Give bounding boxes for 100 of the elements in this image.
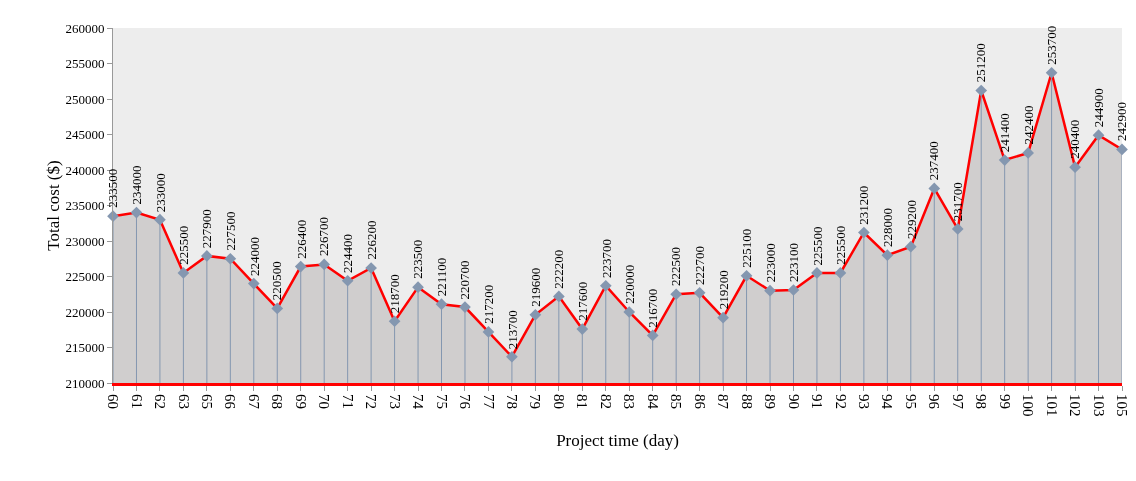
data-label: 221100 — [433, 257, 449, 297]
data-label: 220000 — [621, 264, 637, 304]
y-tick-label: 245000 — [65, 127, 105, 143]
x-axis-title: Project time (day) — [556, 431, 679, 450]
y-tick-label: 215000 — [65, 340, 105, 356]
data-label: 253700 — [1044, 25, 1060, 65]
data-label: 218700 — [386, 274, 402, 314]
y-tick-label: 235000 — [65, 198, 105, 214]
data-label: 222500 — [668, 246, 684, 286]
x-tick-label: 93 — [856, 394, 873, 409]
y-tick-label: 240000 — [65, 162, 105, 178]
data-label: 251200 — [973, 43, 989, 83]
y-axis-title: Total cost ($) — [44, 160, 64, 251]
x-tick-label: 75 — [433, 394, 450, 409]
x-tick-label: 76 — [457, 394, 474, 410]
x-tick-label: 77 — [480, 394, 497, 410]
data-label: 233500 — [105, 168, 121, 208]
x-tick-label: 60 — [105, 394, 122, 409]
y-tick-label: 250000 — [65, 91, 105, 107]
x-tick-label: 74 — [410, 394, 427, 410]
data-label: 225500 — [809, 226, 825, 266]
y-tick-label: 220000 — [65, 304, 105, 320]
x-tick-label: 69 — [292, 394, 309, 409]
x-tick-label: 80 — [550, 394, 567, 409]
x-tick-label: 84 — [644, 394, 661, 410]
data-label: 229200 — [903, 199, 919, 239]
x-tick-label: 61 — [128, 394, 145, 409]
data-label: 228000 — [879, 208, 895, 248]
data-label: 219200 — [715, 270, 731, 310]
data-label: 225500 — [175, 225, 191, 265]
data-label: 223100 — [786, 242, 801, 282]
data-label: 224400 — [340, 233, 356, 273]
data-label: 225100 — [739, 228, 755, 268]
data-label: 217200 — [481, 284, 497, 324]
x-tick-label: 90 — [785, 394, 802, 409]
y-tick-label: 230000 — [65, 233, 105, 249]
data-label: 216700 — [644, 288, 660, 328]
x-tick-label: 97 — [949, 394, 966, 410]
x-tick-label: 62 — [152, 394, 169, 409]
x-tick-label: 95 — [902, 394, 919, 409]
x-tick-label: 87 — [715, 394, 732, 410]
x-tick-label: 86 — [691, 394, 708, 410]
x-tick-label: 89 — [762, 394, 779, 409]
x-tick-label: 81 — [574, 394, 591, 409]
x-tick-label: 105 — [1114, 394, 1131, 417]
x-tick-label: 96 — [926, 394, 943, 410]
data-label: 226200 — [363, 220, 379, 260]
x-tick-label: 100 — [1020, 394, 1037, 417]
data-label: 222700 — [692, 245, 708, 285]
x-tick-label: 85 — [668, 394, 685, 409]
x-tick-label: 99 — [996, 394, 1013, 409]
data-label: 226700 — [316, 217, 332, 257]
x-tick-label: 91 — [809, 394, 826, 409]
data-label: 226400 — [293, 219, 309, 259]
data-label: 227500 — [223, 211, 239, 251]
x-tick-label: 66 — [222, 394, 239, 410]
data-label: 222200 — [550, 249, 566, 289]
data-label: 223000 — [762, 243, 778, 283]
data-label: 240400 — [1067, 119, 1083, 159]
x-tick-label: 63 — [175, 394, 192, 409]
data-label: 227900 — [199, 209, 215, 249]
x-tick-label: 79 — [527, 394, 544, 409]
data-label: 237400 — [926, 141, 942, 181]
x-tick-label: 71 — [339, 394, 356, 409]
x-tick-label: 72 — [363, 394, 380, 409]
x-tick-label: 83 — [621, 394, 638, 409]
x-tick-label: 98 — [973, 394, 990, 409]
x-tick-label: 73 — [386, 394, 403, 409]
data-label: 220700 — [457, 260, 473, 300]
data-label: 213700 — [504, 310, 520, 350]
data-label: 219600 — [528, 267, 544, 307]
data-label: 233000 — [152, 173, 168, 213]
x-tick-label: 94 — [879, 394, 896, 410]
data-label: 231200 — [855, 185, 871, 225]
data-label: 224000 — [246, 236, 262, 276]
y-tick-label: 255000 — [65, 56, 105, 72]
x-tick-label: 67 — [245, 394, 262, 410]
x-tick-label: 101 — [1043, 394, 1060, 417]
x-tick-label: 102 — [1067, 394, 1084, 417]
x-tick-label: 92 — [832, 394, 849, 409]
x-tick-label: 88 — [738, 394, 755, 409]
x-tick-label: 68 — [269, 394, 286, 409]
data-label: 220500 — [269, 261, 285, 301]
data-label: 231700 — [950, 182, 966, 222]
data-label: 244900 — [1090, 88, 1106, 128]
data-label: 241400 — [997, 113, 1013, 153]
x-tick-label: 65 — [198, 394, 215, 409]
x-tick-label: 82 — [597, 394, 614, 409]
y-tick-label: 225000 — [65, 269, 105, 285]
data-label: 223500 — [410, 239, 426, 279]
x-tick-label: 78 — [504, 394, 521, 409]
data-label: 234000 — [129, 165, 145, 205]
data-label: 242900 — [1114, 101, 1130, 141]
y-tick-label: 260000 — [65, 20, 105, 36]
data-label: 217600 — [574, 281, 590, 321]
x-tick-label: 70 — [316, 394, 333, 409]
data-label: 223700 — [598, 239, 614, 278]
x-tick-label: 103 — [1090, 394, 1107, 417]
data-label: 225500 — [832, 225, 848, 265]
y-tick-label: 210000 — [65, 375, 105, 391]
